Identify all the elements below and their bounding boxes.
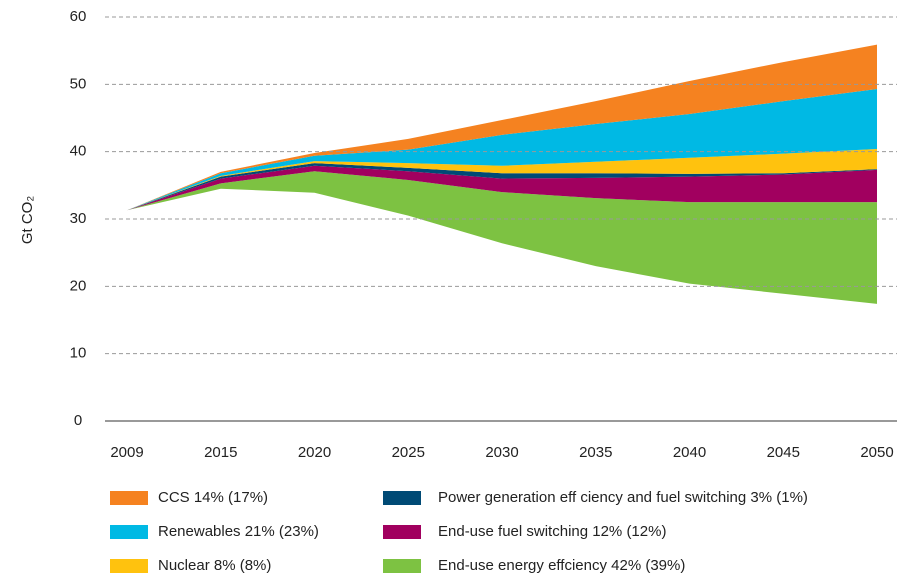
- x-tick-label: 2050: [860, 444, 893, 461]
- x-tick-label: 2045: [767, 444, 800, 461]
- area: [127, 44, 877, 211]
- legend-swatch: [110, 491, 148, 505]
- area: [127, 165, 877, 211]
- y-tick-label: 40: [70, 143, 87, 160]
- area: [127, 163, 877, 211]
- legend-swatch: [110, 525, 148, 539]
- y-tick-label: 30: [70, 210, 87, 227]
- legend-swatch: [383, 559, 421, 573]
- x-tick-label: 2040: [673, 444, 706, 461]
- x-tick-label: 2015: [204, 444, 237, 461]
- area: [127, 148, 877, 211]
- y-tick-label: 0: [74, 412, 82, 429]
- x-tick-label: 2020: [298, 444, 331, 461]
- x-tick-label: 2025: [392, 444, 425, 461]
- legend-swatch: [383, 491, 421, 505]
- area: [127, 171, 877, 304]
- legend-swatch: [383, 525, 421, 539]
- legend-label: Renewables 21% (23%): [158, 523, 319, 540]
- x-tick-label: 2009: [110, 444, 143, 461]
- legend-label: CCS 14% (17%): [158, 489, 268, 506]
- y-tick-label: 50: [70, 75, 87, 92]
- legend-label: Power generation eff ciency and fuel swi…: [438, 489, 808, 506]
- area: [127, 188, 877, 421]
- y-tick-label: 60: [70, 8, 87, 25]
- x-tick-label: 2035: [579, 444, 612, 461]
- x-tick-label: 2030: [485, 444, 518, 461]
- legend-label: Nuclear 8% (8%): [158, 557, 271, 574]
- y-tick-label: 20: [70, 277, 87, 294]
- y-axis-label: Gt CO₂: [19, 196, 36, 245]
- legend-label: End-use energy effciency 42% (39%): [438, 557, 685, 574]
- legend-swatch: [110, 559, 148, 573]
- y-tick-label: 10: [70, 345, 87, 362]
- area: [127, 89, 877, 211]
- legend-label: End-use fuel switching 12% (12%): [438, 523, 666, 540]
